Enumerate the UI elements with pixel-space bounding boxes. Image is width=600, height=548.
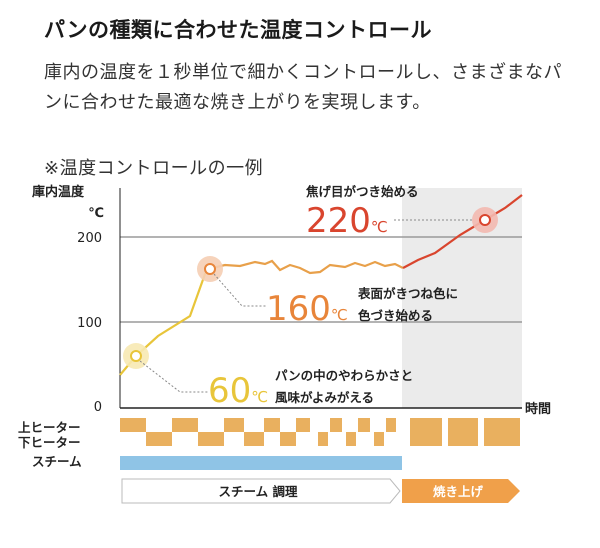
example-note: ※温度コントロールの一例 (44, 158, 264, 179)
description-text: 庫内の温度を１秒単位で細かくコントロールし、さまざまなパンに合わせた最適な焼き上… (44, 62, 562, 113)
temperature-chart: 庫内温度 ℃ 200 100 0 時間 60℃ パンの中のやわらかさと 風味がよ… (0, 180, 600, 544)
marker-220 (472, 207, 498, 233)
y-axis-label-line2: ℃ (88, 206, 104, 221)
annotation-220-value: 220℃ (306, 201, 388, 241)
temperature-curve-bake (402, 194, 523, 269)
phase-steam-arrow (121, 478, 401, 504)
phase-bake-label: 焼き上げ (433, 484, 484, 499)
bake-zone-background (402, 188, 522, 408)
marker-160 (197, 256, 223, 282)
y-tick-label: 100 (77, 316, 102, 331)
temperature-curve-mid (211, 259, 404, 275)
marker-60 (123, 343, 149, 369)
annotation-60-desc-2: 風味がよみがえる (275, 390, 374, 405)
phase-bake-arrow (402, 479, 520, 503)
heater-pattern (120, 418, 520, 446)
annotation-160-desc-1: 表面がきつね色に (357, 286, 458, 301)
annotation-160-desc-2: 色づき始める (358, 308, 433, 323)
y-tick-label: 200 (77, 231, 102, 246)
annotation-160-value: 160℃ (266, 289, 348, 329)
y-axis-label-line1: 庫内温度 (32, 184, 85, 200)
steam-bar (120, 456, 402, 470)
row-label-upper-heater: 上ヒーター (18, 420, 81, 435)
leader-60 (139, 360, 208, 393)
annotation-60-desc-1: パンの中のやわらかさと (275, 368, 413, 383)
section-heading: パンの種類に合わせた温度コントロール (44, 18, 433, 42)
phase-steam-label: スチーム 調理 (219, 484, 298, 499)
annotation-220-desc: 焦げ目がつき始める (305, 184, 419, 199)
y-tick-label: 0 (94, 400, 102, 415)
row-label-lower-heater: 下ヒーター (18, 435, 81, 450)
leader-160 (213, 273, 266, 307)
row-label-steam: スチーム (32, 454, 82, 469)
annotation-60-value: 60℃ (208, 371, 268, 411)
x-axis-label: 時間 (525, 401, 551, 417)
